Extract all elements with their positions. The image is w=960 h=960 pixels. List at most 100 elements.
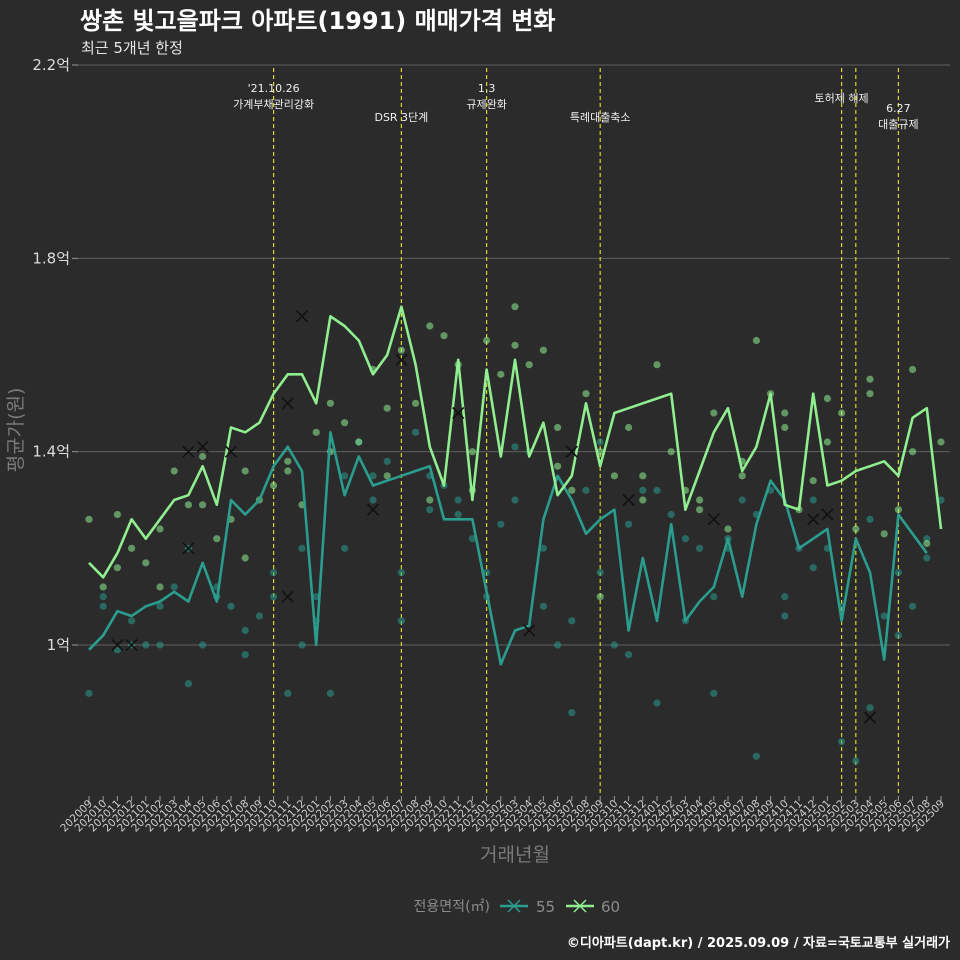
- transaction-point-55: [554, 641, 562, 649]
- event-label: DSR 3단계: [374, 111, 428, 124]
- series-lines-layer: [88, 305, 943, 666]
- transaction-point-60: [610, 472, 619, 480]
- transaction-point-60: [653, 361, 661, 369]
- transaction-point-60: [312, 428, 320, 436]
- transaction-point-60: [923, 539, 931, 548]
- cancelled-marker-60: [807, 513, 820, 526]
- transaction-point-60: [184, 501, 192, 509]
- transaction-point-60: [738, 472, 746, 480]
- cancelled-marker-55: [125, 638, 138, 652]
- transaction-point-55: [511, 443, 519, 451]
- transaction-point-55: [781, 593, 789, 601]
- transaction-point-55: [866, 704, 874, 712]
- transaction-point-55: [341, 544, 349, 552]
- cancelled-marker-55: [281, 590, 294, 603]
- transaction-point-60: [113, 510, 121, 519]
- event-label: '21.10.26: [248, 82, 300, 95]
- transaction-point-60: [383, 404, 391, 412]
- y-tick-label: 1.8억: [32, 249, 70, 267]
- cancelled-marker-55: [182, 542, 195, 555]
- transaction-point-55: [752, 752, 761, 760]
- transaction-point-55: [397, 568, 405, 577]
- transaction-point-60: [199, 501, 207, 509]
- transaction-point-60: [696, 506, 704, 514]
- cancelled-marker-60: [863, 711, 877, 724]
- transaction-point-55: [738, 496, 746, 504]
- transaction-point-55: [568, 709, 576, 717]
- transaction-point-55: [710, 593, 718, 601]
- transaction-point-60: [823, 394, 832, 403]
- event-label: 가계부채관리강화: [233, 98, 314, 111]
- transaction-point-60: [497, 370, 505, 378]
- cancelled-marker-55: [821, 508, 834, 521]
- transaction-point-60: [355, 438, 363, 446]
- transaction-point-60: [880, 530, 888, 538]
- transaction-point-55: [397, 617, 405, 625]
- transaction-point-55: [596, 438, 604, 446]
- transaction-point-55: [156, 602, 164, 610]
- transaction-point-55: [568, 617, 576, 625]
- y-axis-title: 평균가(원): [5, 388, 27, 473]
- cancelled-marker-60: [452, 406, 465, 420]
- transaction-point-60: [468, 448, 476, 456]
- transaction-point-60: [909, 365, 917, 374]
- transaction-point-60: [639, 472, 647, 480]
- chart-subtitle: 최근 5개년 한정: [81, 39, 183, 57]
- transaction-point-60: [866, 390, 874, 398]
- transaction-point-55: [909, 602, 917, 610]
- transaction-point-55: [113, 646, 121, 654]
- transaction-point-55: [85, 689, 93, 697]
- y-tick-label: 2.2억: [32, 56, 70, 74]
- transaction-point-60: [270, 481, 278, 490]
- transaction-point-55: [298, 544, 306, 552]
- transaction-point-60: [781, 423, 789, 432]
- transaction-point-60: [483, 336, 491, 345]
- transaction-point-55: [610, 641, 619, 649]
- transaction-point-55: [681, 535, 690, 543]
- transaction-point-60: [426, 496, 434, 504]
- transaction-point-55: [255, 612, 263, 620]
- transaction-point-55: [937, 496, 945, 504]
- cancelled-marker-60: [182, 445, 195, 458]
- transaction-point-60: [511, 341, 519, 349]
- transaction-point-55: [369, 472, 377, 480]
- transaction-point-55: [241, 626, 249, 635]
- grid-layer: [78, 64, 950, 646]
- legend: 전용면적(㎡) 55 60: [414, 898, 621, 916]
- cancelled-marker-60: [281, 397, 294, 410]
- transaction-point-60: [113, 564, 121, 572]
- transaction-point-60: [326, 399, 334, 407]
- y-tick-label: 1억: [47, 636, 70, 654]
- transaction-point-55: [511, 496, 519, 504]
- transaction-point-60: [696, 496, 704, 504]
- transaction-point-55: [426, 506, 434, 514]
- transaction-point-60: [838, 409, 846, 417]
- event-label: 규제완화: [466, 98, 506, 111]
- transaction-point-55: [639, 486, 647, 494]
- transaction-point-55: [539, 602, 548, 610]
- transaction-point-60: [809, 477, 817, 485]
- legend-title: 전용면적(㎡): [414, 899, 490, 915]
- transaction-point-60: [639, 496, 647, 504]
- transaction-point-55: [894, 568, 903, 577]
- transaction-point-55: [241, 651, 249, 659]
- transaction-point-60: [241, 467, 249, 475]
- transaction-point-55: [383, 457, 391, 465]
- transaction-point-60: [582, 390, 590, 398]
- transaction-point-55: [454, 496, 462, 504]
- series-line-55: [88, 431, 928, 666]
- event-label: 6.27: [886, 102, 911, 115]
- transaction-point-60: [554, 423, 562, 432]
- transaction-point-55: [838, 738, 846, 746]
- event-label: 특례대출축소: [570, 111, 631, 124]
- transaction-point-60: [99, 583, 107, 591]
- transaction-point-55: [454, 510, 462, 519]
- transaction-point-55: [497, 520, 505, 528]
- transaction-point-60: [852, 525, 860, 533]
- transaction-point-55: [809, 564, 817, 572]
- cancelled-marker-55: [111, 638, 124, 652]
- transaction-point-60: [596, 593, 604, 601]
- transaction-point-60: [568, 486, 576, 494]
- chart-title: 쌍촌 빛고을파크 아파트(1991) 매매가격 변화: [80, 7, 555, 35]
